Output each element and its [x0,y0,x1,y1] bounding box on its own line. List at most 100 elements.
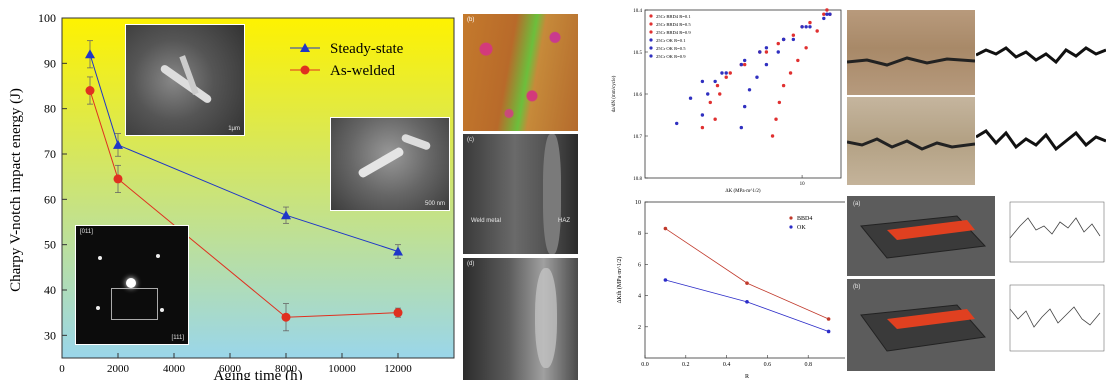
data-point [808,25,812,29]
data-point [724,71,728,75]
data-point-triangle [393,246,403,256]
legend-as-welded: As-welded [330,63,395,79]
series-line [89,90,399,318]
data-point-triangle [85,49,95,59]
x-axis-label: ΔK (MPa·m^1/2) [725,189,760,194]
data-point [764,46,769,50]
data-point [688,96,693,100]
x-tick-label: 0.6 [764,362,772,368]
x-tick-label: 4000 [163,363,186,375]
data-point [739,62,744,67]
data-point [745,281,749,285]
legend-bbd4: BBD4 [797,216,812,222]
data-point [776,50,780,54]
y-tick-label: 30 [44,328,56,342]
y-tick-label: 50 [44,238,56,252]
data-point [718,92,722,96]
data-point [822,12,826,16]
optical-micrograph-2 [847,97,975,185]
data-point [800,25,804,29]
series-line [89,54,399,252]
data-point [788,71,793,75]
data-point [713,79,717,84]
data-point [724,75,728,79]
legend-marker [649,30,653,34]
3d-surface-map-2: (b) [847,279,995,371]
x-tick-label: 0.0 [641,362,649,368]
y-tick-label: 6 [638,262,641,268]
panel-label: (d) [467,261,475,267]
data-point [663,226,668,231]
data-point [815,29,819,33]
crack-profile-1 [976,10,1106,95]
data-point-triangle [113,139,123,149]
3d-surface-map-1: (a) [847,196,995,276]
data-point [791,33,796,37]
legend-ok: OK [797,225,806,231]
crack-growth-chart: 10.4 10.5 10.6 10.7 10.8 10 25Cr BBD4 R=0.1 25… [612,8,842,194]
legend-marker [649,14,653,18]
plot-area [644,201,845,359]
x-axis-label: R [745,374,749,380]
scale-bar-label: 500 nm [424,201,445,207]
y-tick-label: 10.5 [633,51,642,56]
data-point [777,100,782,105]
data-point [728,71,732,75]
legend-marker [649,22,653,26]
data-point [828,12,832,16]
data-point [706,92,710,96]
panel-label: (c) [467,137,474,143]
data-point [742,104,747,109]
sem-inset-top: 1μm [125,24,245,136]
data-point [825,8,829,12]
legend-marker [649,54,653,58]
y-tick-label: 10.8 [633,177,642,182]
data-point [826,317,831,321]
x-tick-label: 2000 [107,363,130,375]
threshold-chart: 0.00.20.40.60.81.0246810 BBD4 OK ΔKth (M… [616,200,845,380]
data-point-triangle [281,210,291,220]
ebsd-map: (b) [463,14,578,131]
data-point [700,79,705,84]
y-tick-label: 2 [638,325,641,331]
y-tick-label: 80 [44,102,56,116]
y-axis-label: ΔKth (MPa·m^1/2) [616,257,623,304]
legend-label: 25Cr OK R=0.1 [656,38,686,43]
x-tick-label: 0.4 [723,362,731,368]
data-point [713,117,717,121]
data-point [747,88,752,92]
diffraction-pattern-inset: [011] [111] [75,225,189,345]
data-point-circle [281,312,291,322]
panel-label: (a) [853,201,861,207]
legend-marker [789,216,793,220]
data-point [791,37,796,42]
data-point [764,62,769,67]
zone-axis-label: [011] [80,229,93,235]
data-point [804,46,808,50]
data-point [796,58,800,63]
x-tick-label: 10000 [328,363,356,375]
x-tick-label: 6000 [219,363,242,375]
data-point [755,75,759,79]
legend-label: 25Cr OK R=0.9 [656,54,686,59]
legend: Steady-state As-welded [290,41,404,79]
scale-bar-label: 1μm [228,126,240,132]
data-point [745,300,749,304]
legend-label: 25Cr BBD4 R=0.1 [656,14,691,19]
legend-steady-state: Steady-state [330,41,404,57]
data-point [826,329,831,334]
data-point-circle [393,308,403,318]
x-tick-label: 0.2 [682,362,690,368]
plot-area [644,9,842,179]
y-tick-label: 10 [635,200,641,206]
data-point [715,83,720,88]
y-tick-label: 10.4 [633,9,642,14]
legend-marker [649,46,653,50]
legend: BBD4 OK [789,216,812,231]
data-point [770,134,775,138]
data-point [742,62,747,67]
data-point [764,50,769,54]
legend-label: 25Cr OK R=0.5 [656,46,686,51]
data-point-circle [113,174,123,184]
x-tick-label: 10 [800,182,806,187]
